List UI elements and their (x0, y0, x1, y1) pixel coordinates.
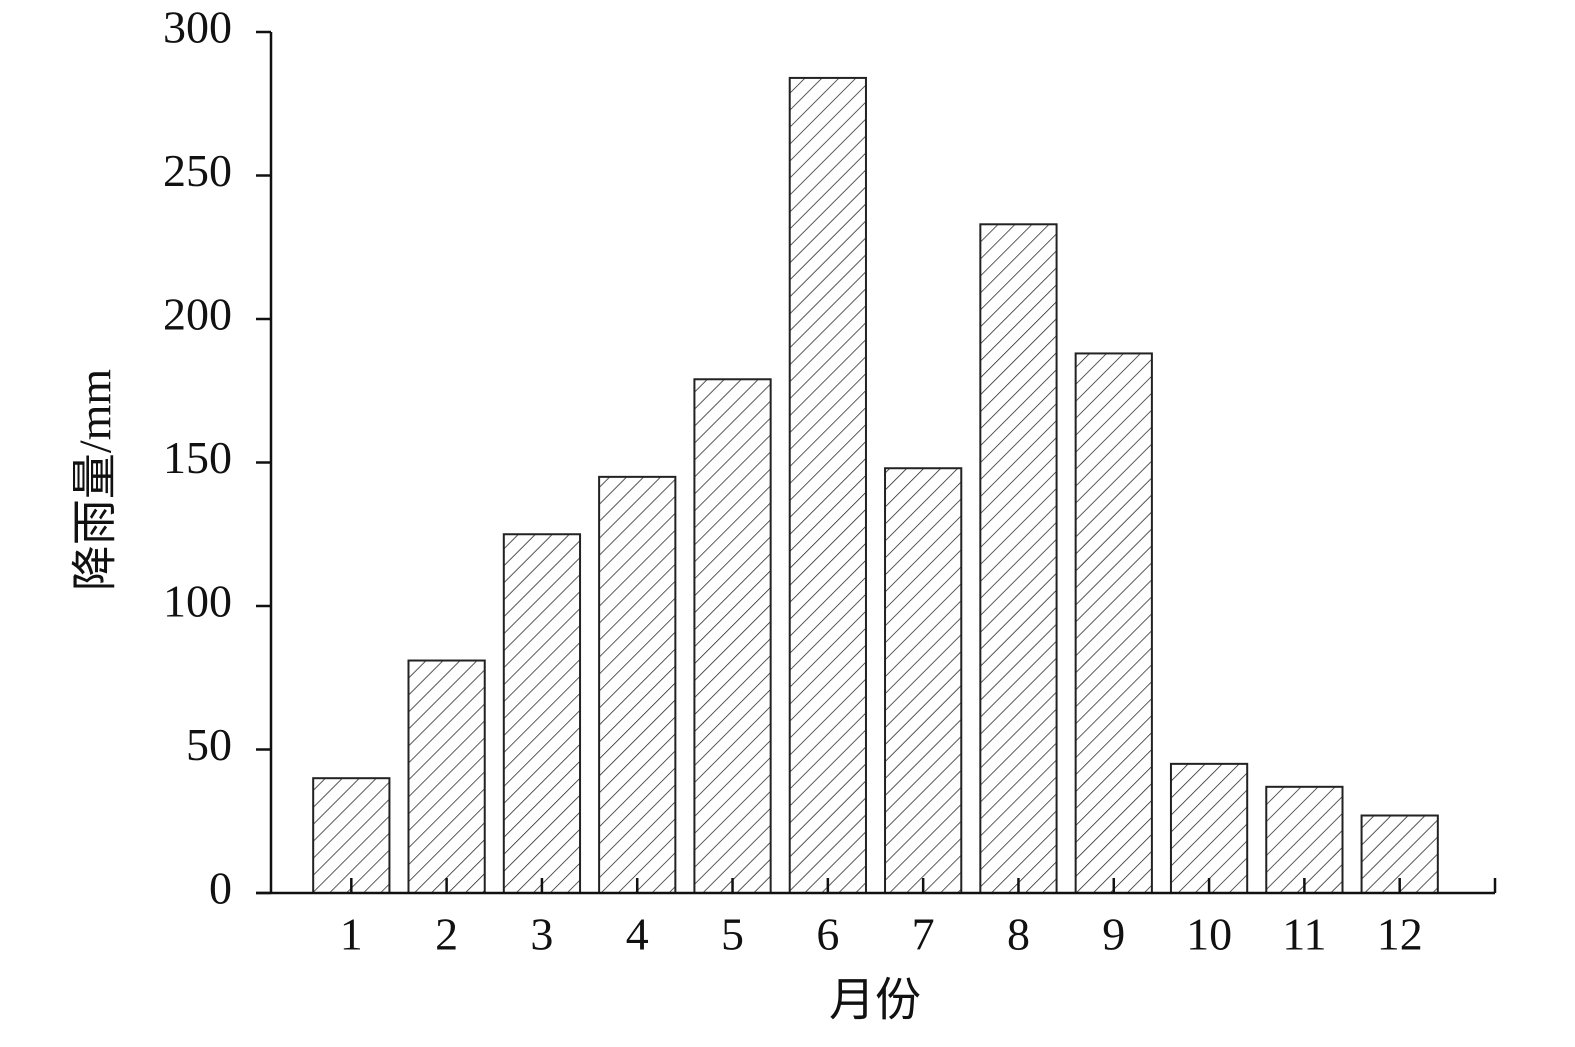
bar (1265, 785, 1344, 894)
y-tick-label: 100 (163, 576, 232, 627)
x-tick-label: 9 (1102, 909, 1125, 960)
bar (1074, 352, 1153, 894)
x-tick-label: 8 (1007, 909, 1030, 960)
y-tick-label: 250 (163, 145, 232, 196)
x-tick-label: 4 (626, 909, 649, 960)
x-tick-label: 3 (530, 909, 553, 960)
x-tick-label: 6 (816, 909, 839, 960)
bar (1169, 762, 1249, 894)
x-axis-title: 月份 (829, 975, 921, 1026)
y-tick-label: 150 (163, 432, 232, 483)
bar (312, 777, 391, 895)
x-tick-label: 10 (1186, 909, 1232, 960)
y-axis-title: 降雨量/mm (70, 369, 121, 592)
x-tick-label: 7 (912, 909, 935, 960)
y-tick-label: 300 (163, 2, 232, 53)
bar (884, 467, 963, 894)
bar (502, 533, 582, 894)
x-tick-label: 2 (435, 909, 458, 960)
x-tick-label: 11 (1282, 909, 1326, 960)
bar (788, 76, 867, 895)
x-tick-label: 5 (721, 909, 744, 960)
x-tick-label: 1 (340, 909, 363, 960)
y-tick-label: 50 (186, 719, 232, 770)
y-tick-label: 200 (163, 289, 232, 340)
bar (407, 659, 486, 895)
bar (598, 475, 677, 894)
x-tick-label: 12 (1377, 909, 1423, 960)
y-tick-label: 0 (209, 863, 232, 914)
bar (979, 223, 1058, 895)
bar (693, 378, 772, 894)
